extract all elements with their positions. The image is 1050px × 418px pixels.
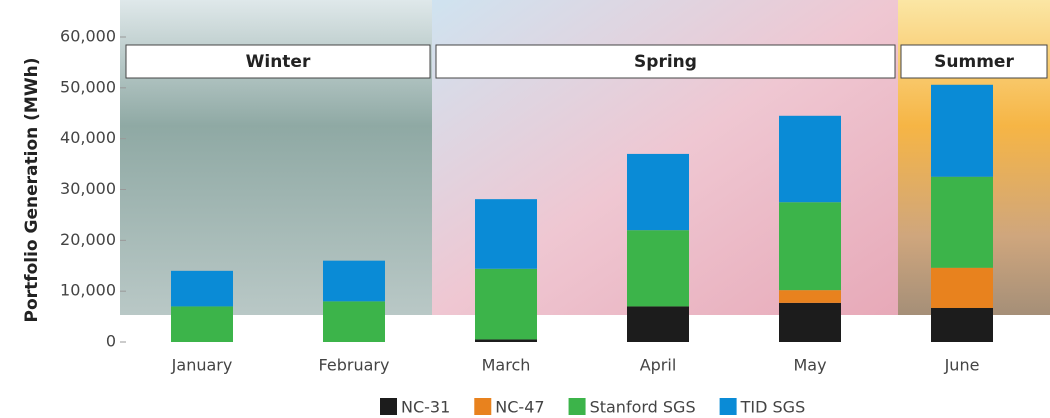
bar-segment xyxy=(171,306,233,342)
season-label: Winter xyxy=(246,52,311,72)
bar-segment xyxy=(779,202,841,290)
bar-segment xyxy=(323,261,385,302)
legend-swatch xyxy=(474,398,491,415)
y-tick-label: 30,000 xyxy=(60,179,116,198)
x-tick-label: April xyxy=(640,356,677,375)
y-tick-label: 20,000 xyxy=(60,230,116,249)
legend-label: TID SGS xyxy=(740,398,806,417)
bar-segment xyxy=(931,308,993,342)
bar-segment xyxy=(779,303,841,342)
bar-segment xyxy=(171,271,233,307)
y-tick-label: 0 xyxy=(106,332,116,351)
x-tick-label: May xyxy=(793,356,826,375)
bar-segment xyxy=(931,85,993,177)
x-tick-label: January xyxy=(171,356,233,375)
season-label: Summer xyxy=(934,52,1014,72)
y-tick-label: 60,000 xyxy=(60,27,116,46)
legend-swatch xyxy=(569,398,586,415)
x-tick-label: June xyxy=(944,356,980,375)
bar-segment xyxy=(931,268,993,308)
bar-segment xyxy=(627,306,689,342)
season-label: Spring xyxy=(634,52,697,72)
legend-swatch xyxy=(380,398,397,415)
x-tick-label: March xyxy=(482,356,531,375)
chart: Portfolio Generation (MWh) 0 10,000 20,000… xyxy=(0,0,1050,418)
bar-segment xyxy=(323,301,385,342)
y-tick-label: 40,000 xyxy=(60,128,116,147)
legend-swatch xyxy=(720,398,737,415)
legend-label: NC-31 xyxy=(401,398,450,417)
bar-segment xyxy=(475,339,537,342)
bar-segment xyxy=(475,269,537,340)
bar-segment xyxy=(779,290,841,303)
bar-segment xyxy=(475,199,537,269)
x-tick-label: February xyxy=(319,356,390,375)
y-tick-label: 10,000 xyxy=(60,281,116,300)
y-tick-label: 50,000 xyxy=(60,77,116,96)
bar-segment xyxy=(931,177,993,268)
legend-label: Stanford SGS xyxy=(590,398,696,417)
bar-segment xyxy=(779,116,841,202)
legend-label: NC-47 xyxy=(495,398,544,417)
y-axis-label: Portfolio Generation (MWh) xyxy=(22,58,42,323)
bar-segment xyxy=(627,230,689,306)
bar-segment xyxy=(627,154,689,230)
